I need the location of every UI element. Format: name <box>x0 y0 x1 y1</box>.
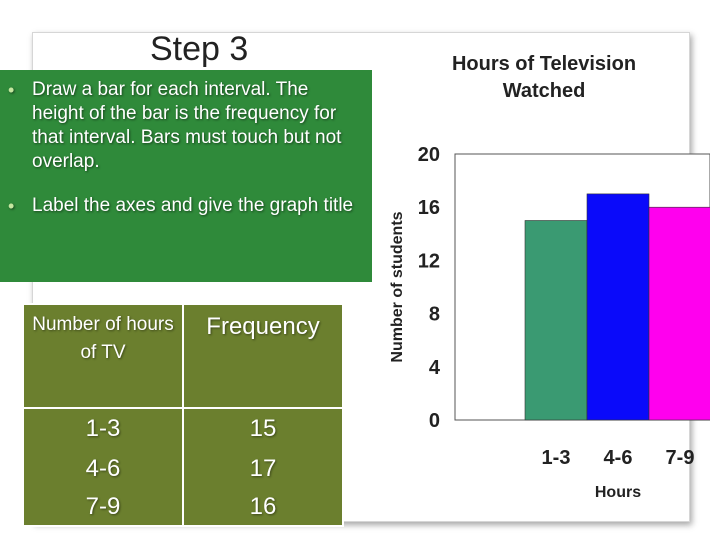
bullet-item: • Draw a bar for each interval. The heig… <box>8 78 358 174</box>
x-tick-label: 1-3 <box>542 447 571 469</box>
bar <box>586 193 650 421</box>
bar <box>524 220 588 421</box>
histogram-chart: Hours of Television Watched 0 4 8 12 16 20 Numbe… <box>389 53 710 501</box>
y-tick-label: 16 <box>418 197 440 219</box>
y-axis-label: Number of students <box>389 211 406 362</box>
slide-title: Step 3 <box>150 30 249 68</box>
cell-frequency: 15 <box>182 407 344 449</box>
cell-frequency: 17 <box>182 449 344 489</box>
table-row: 4-6 17 <box>22 449 344 489</box>
y-tick-label: 0 <box>429 410 440 432</box>
bullet-text: Draw a bar for each interval. The height… <box>32 79 342 172</box>
table-header-row: Number of hours of TV Frequency <box>22 303 344 409</box>
y-tick-label: 20 <box>418 144 440 166</box>
instructions-box: • Draw a bar for each interval. The heig… <box>0 70 372 282</box>
frequency-table: Number of hours of TV Frequency 1-3 15 4… <box>22 303 344 527</box>
y-tick-label: 8 <box>429 304 440 326</box>
table-row: 1-3 15 <box>22 407 344 449</box>
chart-title: Watched <box>503 80 586 102</box>
chart-title: Hours of Television <box>452 53 636 75</box>
y-tick-label: 4 <box>429 357 441 379</box>
bullet-dot-icon: • <box>8 80 15 100</box>
header-hours: Number of hours of TV <box>22 303 184 409</box>
bullet-item: • Label the axes and give the graph titl… <box>8 194 358 218</box>
bullet-text: Label the axes and give the graph title <box>32 195 354 216</box>
header-frequency: Frequency <box>182 303 344 409</box>
x-tick-label: 4-6 <box>604 447 633 469</box>
x-axis-label: Hours <box>595 484 641 501</box>
y-tick-label: 12 <box>418 250 440 272</box>
cell-frequency: 16 <box>182 489 344 527</box>
bar <box>648 206 710 421</box>
cell-interval: 4-6 <box>22 449 184 489</box>
x-tick-label: 7-9 <box>666 447 695 469</box>
table-row: 7-9 16 <box>22 489 344 527</box>
cell-interval: 1-3 <box>22 407 184 449</box>
cell-interval: 7-9 <box>22 489 184 527</box>
bullet-dot-icon: • <box>8 196 15 216</box>
